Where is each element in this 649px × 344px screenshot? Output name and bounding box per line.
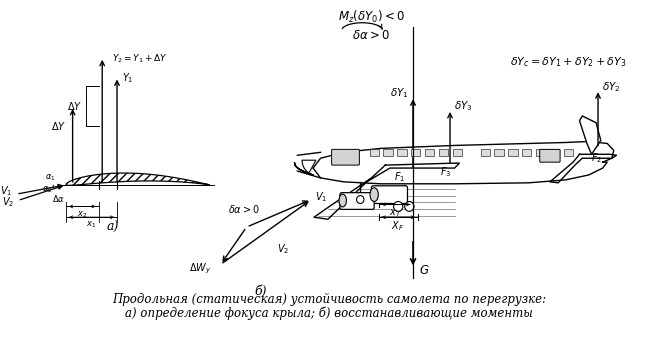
Bar: [495, 149, 504, 156]
Bar: [411, 149, 421, 156]
Bar: [453, 149, 462, 156]
Text: $V_1$: $V_1$: [315, 191, 327, 204]
Bar: [550, 149, 559, 156]
Circle shape: [393, 202, 403, 211]
Circle shape: [356, 196, 364, 204]
Text: $Y_2=Y_1+\Delta Y$: $Y_2=Y_1+\Delta Y$: [112, 53, 168, 65]
Text: $\delta\alpha>0$: $\delta\alpha>0$: [228, 203, 260, 215]
Ellipse shape: [339, 194, 347, 207]
Bar: [536, 149, 545, 156]
Text: $\delta Y_3$: $\delta Y_3$: [454, 99, 472, 113]
Text: $\Delta W_y$: $\Delta W_y$: [189, 261, 212, 276]
Polygon shape: [313, 141, 614, 184]
Text: $\delta Y_c = \delta Y_1 + \delta Y_2 + \delta Y_3$: $\delta Y_c = \delta Y_1 + \delta Y_2 + …: [510, 55, 627, 69]
Bar: [439, 149, 448, 156]
Text: $\alpha_2$: $\alpha_2$: [42, 184, 53, 195]
Text: $\alpha_1$: $\alpha_1$: [45, 173, 56, 183]
Text: $\Delta Y$: $\Delta Y$: [67, 100, 82, 112]
Text: $Y_1$: $Y_1$: [121, 72, 133, 85]
Polygon shape: [580, 116, 601, 154]
Text: $F_1$: $F_1$: [393, 170, 405, 184]
Bar: [480, 149, 490, 156]
Polygon shape: [550, 154, 617, 183]
Text: а) определение фокуса крыла; б) восстанавливающие моменты: а) определение фокуса крыла; б) восстана…: [125, 307, 533, 320]
Text: Продольная (статическая) устойчивость самолета по перегрузке:: Продольная (статическая) устойчивость са…: [112, 293, 546, 307]
Text: $x_T$: $x_T$: [389, 207, 402, 219]
Text: $F_2$: $F_2$: [591, 151, 602, 165]
Text: $X_F$: $X_F$: [391, 219, 404, 233]
Wedge shape: [302, 160, 316, 173]
Text: $M_z(\delta Y_0)<0$: $M_z(\delta Y_0)<0$: [338, 9, 405, 25]
Polygon shape: [314, 163, 459, 219]
FancyBboxPatch shape: [332, 149, 360, 165]
Text: $G$: $G$: [419, 264, 430, 277]
FancyBboxPatch shape: [340, 193, 374, 209]
Text: $\delta\alpha>0$: $\delta\alpha>0$: [352, 29, 391, 42]
Bar: [384, 149, 393, 156]
Text: $V_2$: $V_2$: [277, 242, 289, 256]
Text: $V_1$: $V_1$: [0, 184, 12, 198]
Text: $F_3$: $F_3$: [440, 165, 451, 179]
Text: $V_2$: $V_2$: [1, 196, 14, 209]
Polygon shape: [66, 173, 210, 185]
FancyBboxPatch shape: [540, 149, 560, 162]
Circle shape: [405, 202, 414, 211]
Text: а): а): [106, 221, 119, 234]
Bar: [508, 149, 517, 156]
Text: $\Delta\alpha$: $\Delta\alpha$: [52, 193, 66, 204]
Text: б): б): [254, 284, 267, 298]
Text: $x_1$: $x_1$: [86, 220, 97, 230]
Text: $\Delta Y$: $\Delta Y$: [51, 120, 66, 132]
Bar: [522, 149, 532, 156]
Bar: [369, 149, 379, 156]
FancyBboxPatch shape: [371, 186, 408, 204]
Bar: [425, 149, 434, 156]
Text: $\delta Y_1$: $\delta Y_1$: [390, 86, 408, 100]
Text: $\delta Y_2$: $\delta Y_2$: [602, 80, 620, 94]
Bar: [564, 149, 573, 156]
Text: $x_2$: $x_2$: [77, 209, 88, 219]
Bar: [397, 149, 406, 156]
Ellipse shape: [370, 188, 378, 202]
